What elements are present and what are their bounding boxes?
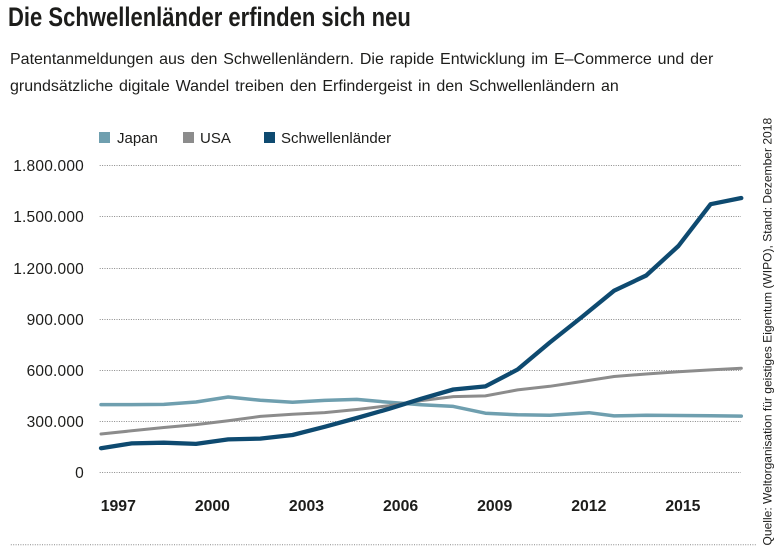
svg-text:1.800.000: 1.800.000 — [13, 158, 84, 175]
svg-text:0: 0 — [75, 465, 84, 482]
svg-text:2012: 2012 — [571, 498, 606, 515]
svg-text:1997: 1997 — [101, 498, 136, 515]
svg-text:2009: 2009 — [477, 498, 512, 515]
svg-text:1.500.000: 1.500.000 — [13, 209, 84, 226]
svg-text:Japan: Japan — [117, 130, 158, 147]
svg-text:1.200.000: 1.200.000 — [13, 261, 84, 278]
svg-text:Schwellenländer: Schwellenländer — [281, 130, 391, 147]
svg-text:300.000: 300.000 — [27, 414, 85, 431]
svg-text:USA: USA — [200, 130, 231, 147]
svg-text:2006: 2006 — [383, 498, 418, 515]
svg-text:600.000: 600.000 — [27, 363, 85, 380]
svg-text:900.000: 900.000 — [27, 312, 85, 329]
svg-text:2015: 2015 — [665, 498, 700, 515]
svg-text:2000: 2000 — [195, 498, 230, 515]
svg-text:2003: 2003 — [289, 498, 324, 515]
svg-text:Quelle: Weltorganisation für g: Quelle: Weltorganisation für geistiges E… — [761, 118, 775, 546]
